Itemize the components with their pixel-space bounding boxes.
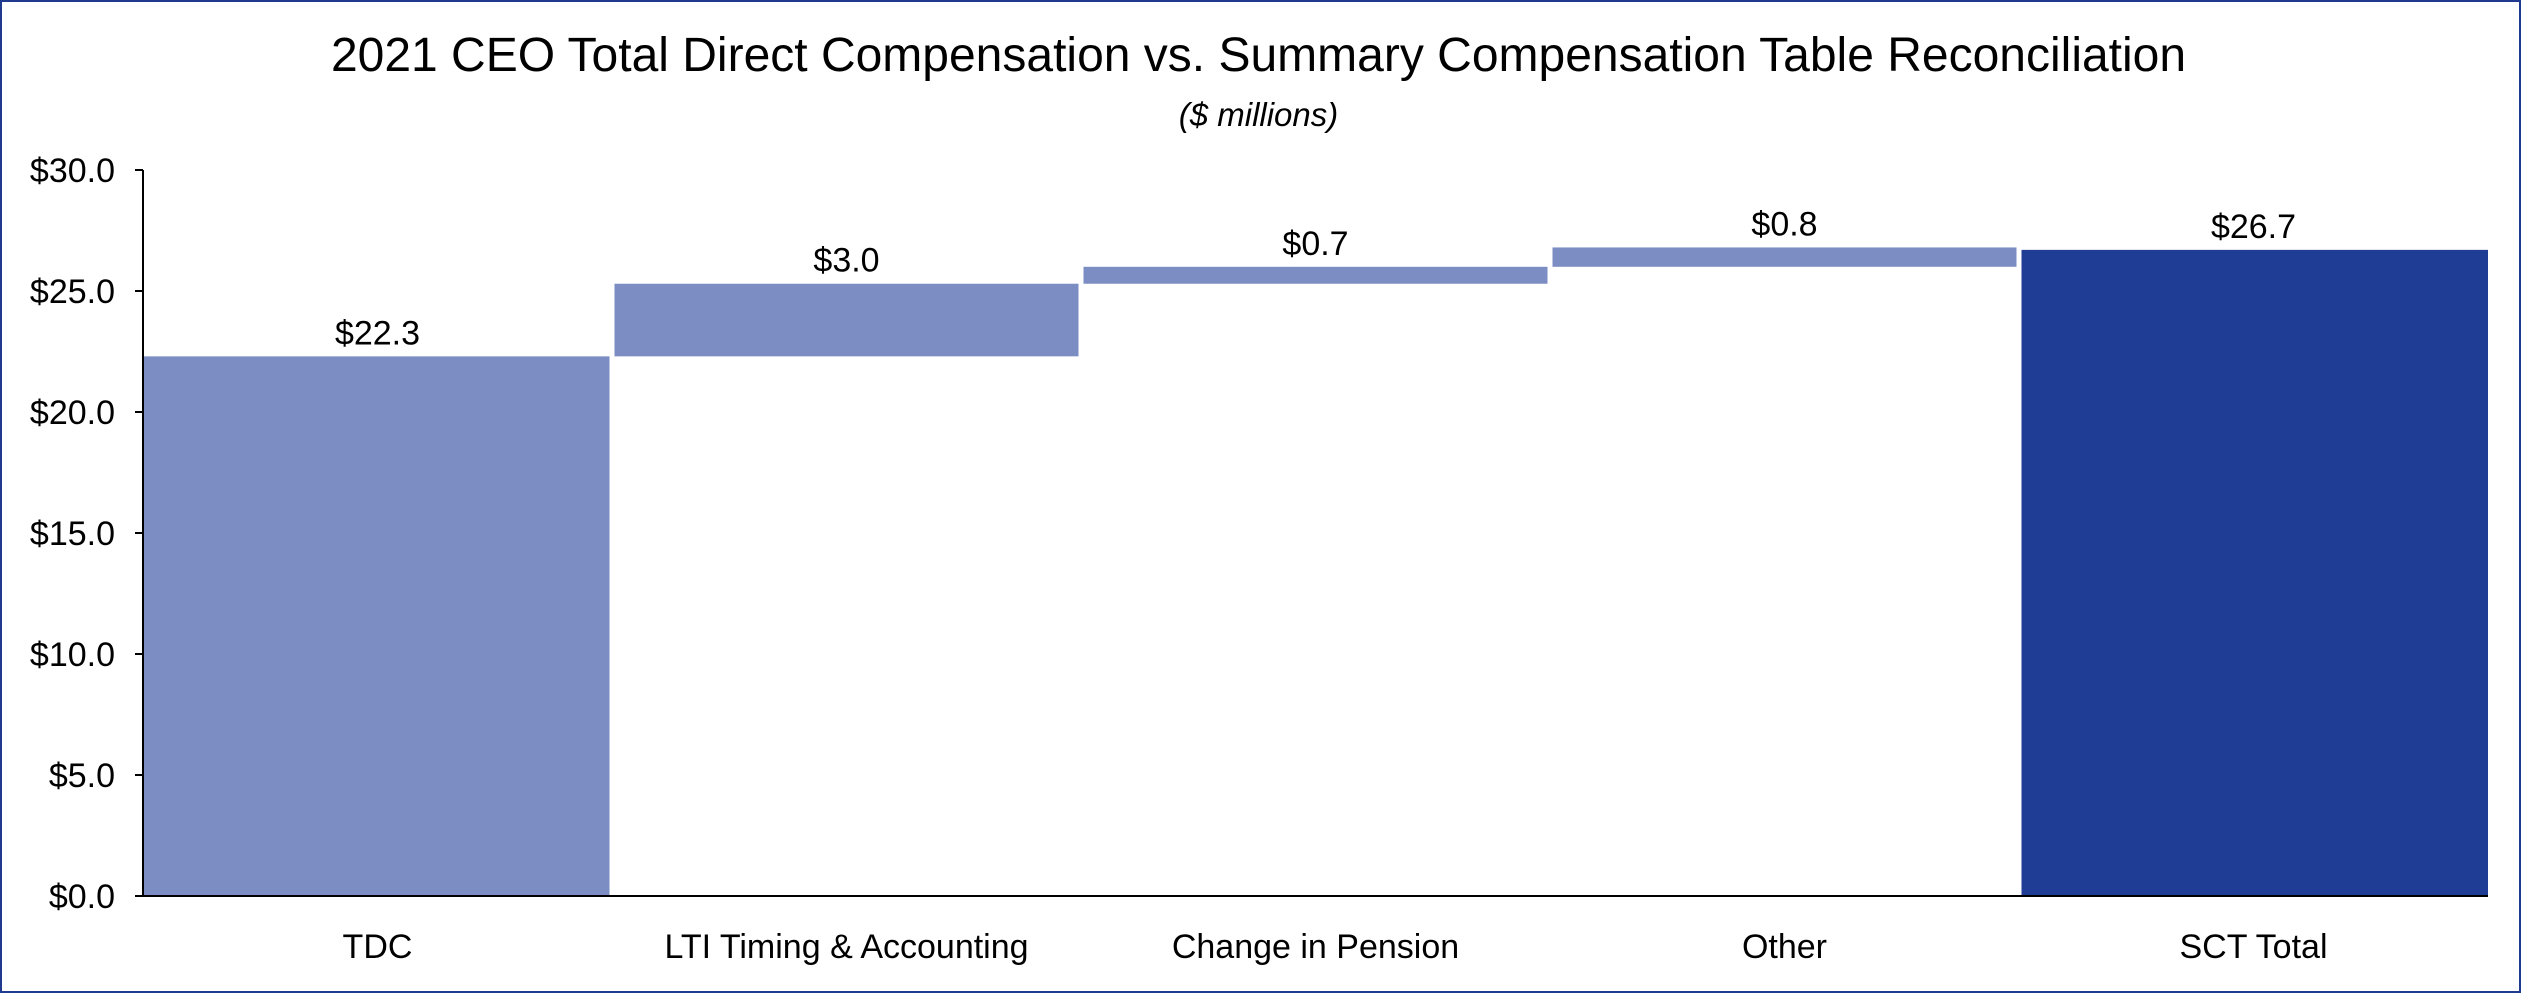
chart-subtitle: ($ millions) [1178, 96, 1339, 133]
value-label: $0.8 [1751, 205, 1817, 243]
value-label: $22.3 [335, 314, 420, 352]
y-tick-label: $15.0 [30, 515, 115, 553]
value-labels-group: $22.3 $3.0 $0.7 $0.8 $26.7 [335, 205, 2296, 352]
value-label: $3.0 [813, 242, 879, 280]
bar-other [1552, 247, 2017, 267]
y-tick-label: $10.0 [30, 636, 115, 674]
y-axis: $0.0 $5.0 $10.0 $15.0 $20.0 $25.0 $30.0 [30, 152, 144, 916]
value-label: $0.7 [1282, 225, 1348, 263]
x-tick-label: Change in Pension [1172, 928, 1459, 966]
x-tick-label: SCT Total [2179, 928, 2327, 966]
x-tick-label: Other [1742, 928, 1827, 966]
x-axis: TDC LTI Timing & Accounting Change in Pens… [143, 895, 2488, 966]
y-tick-label: $25.0 [30, 273, 115, 311]
bar-change-in-pension [1083, 266, 1548, 284]
y-tick-label: $30.0 [30, 152, 115, 190]
chart-title: 2021 CEO Total Direct Compensation vs. S… [330, 29, 2187, 82]
value-label: $26.7 [2211, 208, 2296, 246]
bar-sct-total [2021, 249, 2488, 897]
bar-tdc [143, 356, 610, 897]
y-tick-label: $5.0 [49, 757, 115, 795]
x-tick-label: TDC [343, 928, 413, 966]
bars-group [143, 247, 2488, 897]
x-tick-label: LTI Timing & Accounting [664, 928, 1028, 966]
bar-lti-timing-accounting [614, 283, 1079, 357]
y-tick-label: $20.0 [30, 394, 115, 432]
y-tick-label: $0.0 [49, 878, 115, 916]
